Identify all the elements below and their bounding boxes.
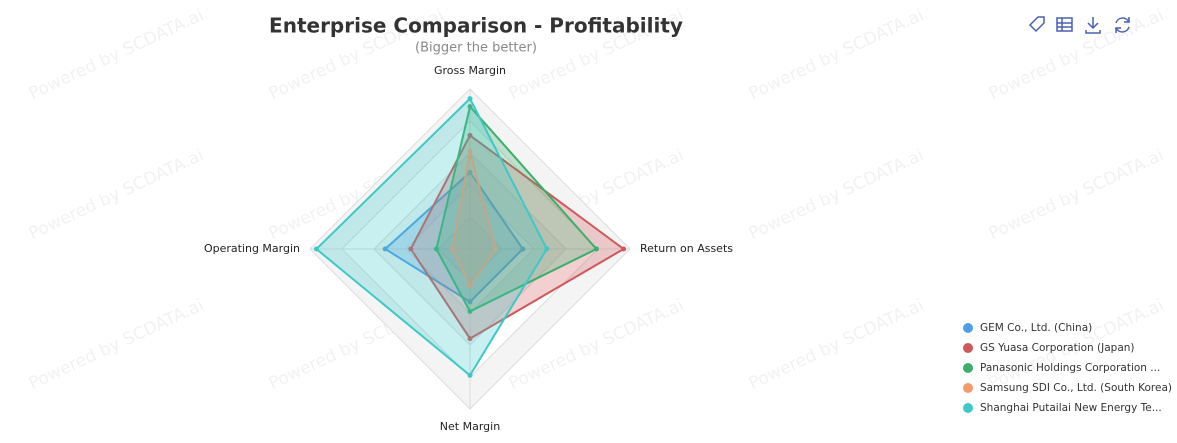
radar-point — [313, 246, 319, 252]
refresh-icon[interactable] — [1115, 17, 1130, 33]
radar-point — [493, 246, 499, 252]
legend-label: GEM Co., Ltd. (China) — [980, 322, 1092, 334]
radar-point — [449, 246, 455, 252]
toolbar[interactable] — [1028, 16, 1130, 34]
legend-label: Shanghai Putailai New Energy Te... — [980, 402, 1162, 414]
watermark: Powered by SCDATA.ai — [26, 295, 207, 394]
radar-point — [467, 283, 473, 289]
radar-point — [467, 308, 473, 314]
indicator-label: Operating Margin — [204, 242, 300, 255]
radar-point — [544, 246, 550, 252]
chart-title: Enterprise Comparison - Profitability — [269, 14, 683, 38]
watermark: Powered by SCDATA.ai — [746, 5, 927, 104]
radar-point — [593, 246, 599, 252]
chart-subtitle: (Bigger the better) — [415, 41, 537, 56]
table-icon[interactable] — [1056, 17, 1073, 32]
indicator-label: Return on Assets — [640, 242, 733, 255]
radar-point — [467, 299, 473, 305]
watermark: Powered by SCDATA.ai — [26, 145, 207, 244]
legend-label: Panasonic Holdings Corporation ... — [980, 362, 1160, 374]
legend-marker — [963, 403, 973, 413]
radar-point — [520, 246, 526, 252]
download-icon[interactable] — [1085, 17, 1101, 34]
watermarks: Powered by SCDATA.ai Powered by SCDATA.ai… — [26, 5, 1167, 394]
radar-point — [467, 132, 473, 138]
legend-marker — [963, 323, 973, 333]
tag-icon[interactable] — [1028, 16, 1045, 33]
radar-point — [467, 372, 473, 378]
radar-point — [382, 246, 388, 252]
legend-marker — [963, 363, 973, 373]
watermark: Powered by SCDATA.ai — [986, 5, 1167, 104]
radar-point — [408, 246, 414, 252]
legend-label: GS Yuasa Corporation (Japan) — [980, 342, 1135, 354]
radar-point — [467, 96, 473, 102]
indicator-label: Net Margin — [440, 420, 500, 433]
indicator-label: Gross Margin — [434, 64, 506, 77]
radar-point — [467, 336, 473, 342]
legend-marker — [963, 343, 973, 353]
legend-marker — [963, 383, 973, 393]
radar-point — [467, 169, 473, 175]
radar-point — [467, 148, 473, 154]
radar-point — [433, 246, 439, 252]
radar-point — [621, 246, 627, 252]
watermark: Powered by SCDATA.ai — [746, 145, 927, 244]
radar-point — [467, 104, 473, 110]
watermark: Powered by SCDATA.ai — [26, 5, 207, 104]
watermark: Powered by SCDATA.ai — [986, 145, 1167, 244]
watermark: Powered by SCDATA.ai — [746, 295, 927, 394]
legend-label: Samsung SDI Co., Ltd. (South Korea) — [980, 382, 1172, 394]
